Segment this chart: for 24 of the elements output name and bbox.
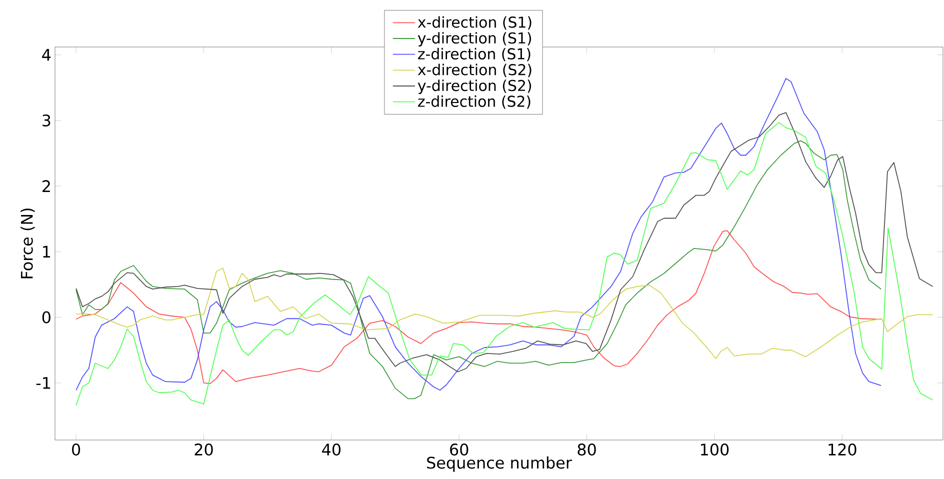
x-tick-label: 80: [578, 444, 596, 456]
y-tick-label: -1: [36, 377, 50, 389]
y-tick-label: 4: [42, 49, 51, 61]
x-tick-label: 40: [322, 444, 340, 456]
x-tick-label: 60: [450, 444, 468, 456]
line-series: [76, 230, 882, 384]
legend-label: x-direction (S1): [418, 16, 532, 30]
line-series: [76, 268, 934, 360]
x-axis-title: Sequence number: [427, 456, 572, 472]
y-tick-label: 2: [42, 180, 50, 192]
line-series: [76, 78, 882, 391]
y-axis-title: Force (N): [20, 208, 35, 278]
legend-label: x-direction (S2): [418, 64, 532, 78]
y-tick-label: 3: [42, 114, 50, 126]
x-tick-label: 0: [72, 444, 80, 456]
legend-label: y-direction (S2): [418, 80, 532, 94]
y-tick-label: 0: [42, 311, 50, 324]
x-tick-label: 100: [701, 444, 729, 456]
legend-label: z-direction (S1): [418, 48, 530, 62]
y-tick-label: 1: [43, 246, 50, 258]
x-tick-label: 20: [194, 444, 213, 456]
x-tick-label: 120: [828, 444, 856, 456]
legend-label: z-direction (S2): [418, 95, 530, 109]
legend-label: y-direction (S1): [418, 32, 532, 47]
